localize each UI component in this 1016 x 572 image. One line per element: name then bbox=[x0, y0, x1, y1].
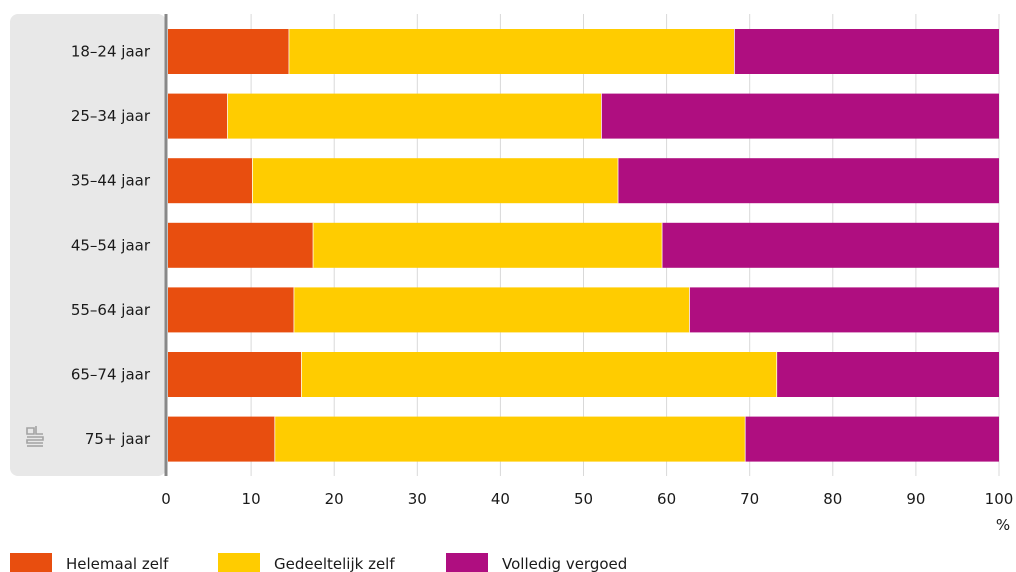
legend-label: Helemaal zelf bbox=[66, 555, 169, 572]
bar-segment bbox=[168, 29, 290, 74]
x-tick-label: 100 bbox=[985, 490, 1014, 508]
category-label: 25–34 jaar bbox=[71, 107, 151, 125]
x-tick-label: 0 bbox=[161, 490, 171, 508]
legend: Helemaal zelf Gedeeltelijk zelf Volledig v… bbox=[10, 553, 627, 572]
bar-segment bbox=[252, 158, 619, 204]
bar-segment bbox=[168, 352, 302, 397]
legend-label: Gedeeltelijk zelf bbox=[274, 555, 395, 572]
x-tick-label: 10 bbox=[242, 490, 261, 508]
legend-swatch bbox=[10, 553, 52, 572]
bar-segment bbox=[734, 29, 999, 74]
category-label: 55–64 jaar bbox=[71, 301, 151, 319]
cbs-logo-icon bbox=[26, 426, 44, 447]
x-tick-label: 40 bbox=[491, 490, 510, 508]
bar-segment bbox=[168, 93, 228, 139]
legend-swatch bbox=[446, 553, 488, 572]
x-unit-label: % bbox=[996, 516, 1010, 534]
bar-segment bbox=[618, 158, 999, 204]
category-label: 75+ jaar bbox=[85, 430, 151, 448]
x-tick-label: 60 bbox=[657, 490, 676, 508]
x-tick-labels: 0 10 20 30 40 50 60 70 80 90 100 bbox=[161, 490, 1013, 508]
bar-segment bbox=[777, 352, 999, 397]
bar-segment bbox=[294, 287, 690, 333]
legend-label: Volledig vergoed bbox=[502, 555, 627, 572]
category-labels: 18–24 jaar 25–34 jaar 35–44 jaar 45–54 jaar… bbox=[71, 43, 151, 449]
bar-segment bbox=[689, 287, 999, 333]
bar-segment bbox=[168, 222, 314, 268]
x-tick-label: 20 bbox=[325, 490, 344, 508]
legend-item: Volledig vergoed bbox=[446, 553, 627, 572]
bar-segment bbox=[301, 352, 778, 397]
bar-segment bbox=[662, 222, 999, 268]
category-label: 18–24 jaar bbox=[71, 43, 151, 61]
bar-segment bbox=[168, 158, 253, 204]
category-label: 65–74 jaar bbox=[71, 366, 151, 384]
bar-segment bbox=[313, 222, 663, 268]
x-tick-label: 30 bbox=[408, 490, 427, 508]
category-label: 35–44 jaar bbox=[71, 172, 151, 190]
category-panel bbox=[10, 14, 166, 476]
bar-segment bbox=[168, 287, 295, 333]
legend-item: Helemaal zelf bbox=[10, 553, 169, 572]
bar-segment bbox=[289, 29, 735, 74]
bar-segment bbox=[168, 416, 276, 462]
x-tick-label: 90 bbox=[906, 490, 925, 508]
bar-segment bbox=[745, 416, 999, 462]
legend-item: Gedeeltelijk zelf bbox=[218, 553, 395, 572]
bar-segment bbox=[227, 93, 602, 139]
x-tick-label: 70 bbox=[740, 490, 759, 508]
bar-segment bbox=[275, 416, 746, 462]
x-tick-label: 80 bbox=[823, 490, 842, 508]
bars bbox=[168, 29, 999, 462]
category-label: 45–54 jaar bbox=[71, 236, 151, 254]
x-tick-label: 50 bbox=[574, 490, 593, 508]
legend-swatch bbox=[218, 553, 260, 572]
bar-segment bbox=[601, 93, 999, 139]
